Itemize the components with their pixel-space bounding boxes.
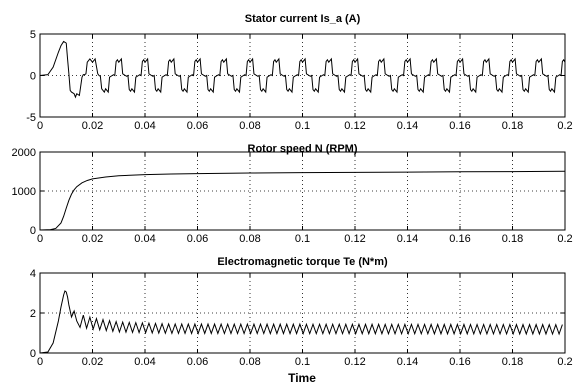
x-tick-label: 0: [37, 356, 43, 368]
x-tick-label: 0: [37, 120, 43, 132]
x-tick-label: 0.06: [187, 120, 208, 132]
x-tick-label: 0.12: [344, 233, 365, 245]
y-tick-label: 0: [30, 225, 36, 237]
x-tick-label: 0: [37, 233, 43, 245]
x-tick-label: 0.04: [134, 233, 155, 245]
series-line: [39, 290, 563, 354]
electromagnetic-torque-plot: Electromagnetic torque Te (N*m) 0 0.02 0.04…: [30, 256, 573, 368]
x-tick-label: 0.2: [557, 233, 572, 245]
x-tick-label: 0.18: [502, 233, 523, 245]
x-tick-label: 0.2: [557, 120, 572, 132]
x-tick-label: 0.04: [134, 356, 155, 368]
x-tick-label: 0.14: [397, 356, 418, 368]
rotor-speed-plot: Rotor speed N (RPM) 0 0.02 0.04 0.06 0.08 0.1 0…: [12, 143, 573, 245]
x-tick-label: 0.14: [397, 120, 418, 132]
x-tick-label: 0.1: [295, 120, 310, 132]
y-tick-label: 2000: [12, 147, 36, 159]
series-line: [39, 40, 566, 99]
x-tick-label: 0.18: [502, 356, 523, 368]
y-tick-label: 5: [30, 29, 36, 41]
plot-title: Stator current Is_a (A): [245, 13, 361, 25]
x-tick-label: 0.14: [397, 233, 418, 245]
x-tick-label: 0.02: [82, 356, 103, 368]
x-tick-label: 0.16: [449, 120, 470, 132]
x-tick-label: 0.18: [502, 120, 523, 132]
plot-title: Electromagnetic torque Te (N*m): [217, 256, 388, 268]
x-tick-label: 0.08: [239, 233, 260, 245]
y-tick-label: 1000: [12, 186, 36, 198]
x-tick-label: 0.04: [134, 120, 155, 132]
x-tick-label: 0.1: [295, 233, 310, 245]
y-tick-label: -5: [26, 112, 36, 124]
y-tick-label: 0: [30, 348, 36, 360]
x-tick-label: 0.08: [239, 356, 260, 368]
x-tick-label: 0.16: [449, 233, 470, 245]
series-line: [39, 170, 566, 231]
stator-current-plot: Stator current Is_a (A) 0 0.02 0.04 0.06 0.08…: [26, 13, 572, 132]
x-tick-label: 0.1: [295, 356, 310, 368]
plot-area: [39, 151, 566, 231]
x-tick-label: 0.02: [82, 120, 103, 132]
y-tick-label: 0: [30, 71, 36, 83]
x-tick-label: 0.12: [344, 356, 365, 368]
x-tick-label: 0.12: [344, 120, 365, 132]
x-tick-label: 0.02: [82, 233, 103, 245]
y-tick-label: 2: [30, 308, 36, 320]
x-tick-label: 0.06: [187, 233, 208, 245]
x-axis-label: Time: [288, 371, 316, 385]
x-tick-label: 0.08: [239, 120, 260, 132]
x-tick-label: 0.16: [449, 356, 470, 368]
x-tick-label: 0.06: [187, 356, 208, 368]
y-tick-label: 4: [30, 268, 36, 280]
x-tick-label: 0.2: [557, 356, 572, 368]
plot-title: Rotor speed N (RPM): [248, 143, 358, 155]
